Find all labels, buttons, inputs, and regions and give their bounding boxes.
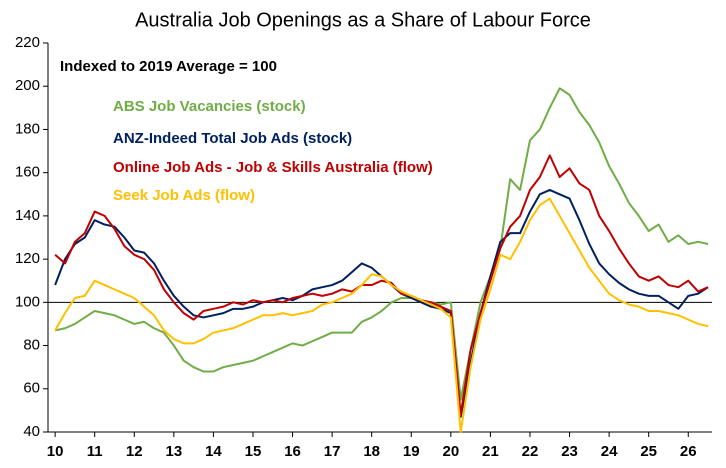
x-tick-label: 13 — [165, 443, 182, 460]
y-tick-label: 180 — [15, 120, 40, 137]
y-tick-label: 40 — [23, 423, 40, 440]
x-tick-label: 18 — [363, 443, 380, 460]
x-tick-label: 15 — [245, 443, 262, 460]
y-tick-label: 200 — [15, 77, 40, 94]
annotation: Indexed to 2019 Average = 100 — [60, 58, 277, 75]
x-tick-label: 25 — [640, 443, 657, 460]
y-tick-label: 160 — [15, 164, 40, 181]
x-tick-label: 16 — [284, 443, 301, 460]
x-tick-label: 24 — [601, 443, 618, 460]
series-line — [54, 154, 709, 416]
x-tick-label: 22 — [522, 443, 539, 460]
y-tick-label: 60 — [23, 380, 40, 397]
y-tick-label: 220 — [15, 34, 40, 51]
y-tick-label: 140 — [15, 207, 40, 224]
x-tick-label: 10 — [47, 443, 64, 460]
legend-label: ABS Job Vacancies (stock) — [113, 98, 306, 115]
y-tick-label: 120 — [15, 250, 40, 267]
x-tick-label: 11 — [87, 443, 103, 460]
series-line — [54, 188, 709, 418]
legend-label: Online Job Ads - Job & Skills Australia … — [113, 159, 433, 176]
series-line — [54, 197, 709, 433]
x-tick-label: 20 — [442, 443, 459, 460]
x-tick-label: 17 — [324, 443, 341, 460]
x-tick-label: 21 — [482, 443, 499, 460]
x-tick-label: 26 — [680, 443, 697, 460]
chart-title: Australia Job Openings as a Share of Lab… — [135, 9, 591, 31]
y-tick-label: 80 — [23, 337, 40, 354]
x-tick-label: 12 — [126, 443, 143, 460]
x-tick-label: 19 — [403, 443, 420, 460]
x-tick-label: 23 — [561, 443, 578, 460]
x-tick-label: 14 — [205, 443, 222, 460]
series-line — [54, 87, 709, 401]
legend-label: ANZ-Indeed Total Job Ads (stock) — [113, 130, 352, 147]
y-tick-label: 100 — [15, 293, 40, 310]
legend-label: Seek Job Ads (flow) — [113, 187, 255, 204]
